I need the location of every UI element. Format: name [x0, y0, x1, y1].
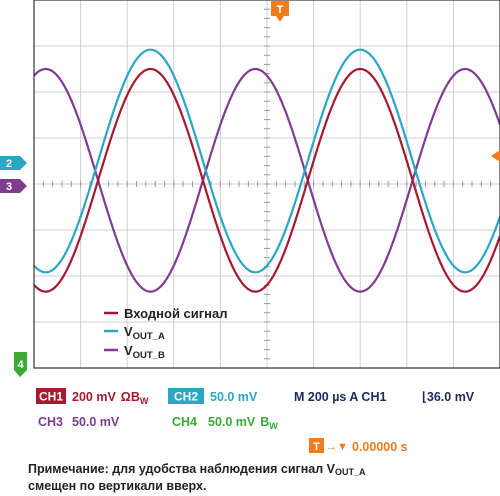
trigger-position-readout: T →▼ 0.00000 s — [309, 438, 408, 454]
trace-input-signal — [33, 67, 500, 293]
ch2-marker-label: 2 — [6, 158, 12, 170]
ch2-badge[interactable] — [168, 388, 204, 404]
ch2-badge-label: CH2 — [174, 390, 198, 404]
footnote: Примечание: для удобства наблюдения сигн… — [28, 462, 493, 493]
ch1-badge[interactable] — [36, 388, 66, 404]
trigger-arrow-icon: →▼ — [326, 441, 348, 453]
trigger-marker-label: T — [277, 4, 284, 16]
trace-vout-b — [33, 67, 500, 293]
readout-row-1: CH1 200 mV ΩBW CH2 50.0 mV M 200 µs A CH1… — [36, 388, 475, 406]
timebase-readout: M 200 µs A CH1 — [294, 390, 386, 404]
graticule-grid — [33, 0, 500, 369]
ch2-reference-marker[interactable]: 2 — [0, 156, 27, 170]
plot-frame — [33, 0, 500, 369]
ch4-scale: 50.0 mV BW — [208, 415, 278, 431]
ch1-badge-label: CH1 — [39, 390, 63, 404]
ch3-label[interactable]: CH3 — [38, 415, 63, 429]
ch1-scale: 200 mV ΩBW — [72, 390, 149, 406]
legend: Входной сигнал VOUT_A VOUT_B — [104, 306, 228, 361]
ch3-scale: 50.0 mV — [72, 415, 120, 429]
ch3-reference-marker[interactable]: 3 — [0, 179, 27, 193]
trigger-level-readout: ⌊36.0 mV — [422, 390, 475, 404]
ch3-marker-label: 3 — [6, 181, 12, 193]
legend-label-input: Входной сигнал — [124, 306, 228, 321]
trigger-position-marker[interactable]: T — [271, 1, 289, 22]
trigger-badge[interactable] — [309, 438, 324, 453]
ch4-label[interactable]: CH4 — [172, 415, 197, 429]
trigger-position-value: 0.00000 s — [352, 440, 408, 454]
waveform-traces — [33, 48, 500, 293]
trace-vout-a — [33, 48, 500, 274]
footnote-line-1: Примечание: для удобства наблюдения сигн… — [28, 462, 366, 477]
footnote-line-2: смещен по вертикали вверх. — [28, 479, 207, 493]
legend-label-vout-b: VOUT_B — [124, 343, 165, 361]
ch4-reference-marker[interactable]: 4 — [14, 352, 27, 377]
trigger-level-marker[interactable] — [491, 150, 500, 162]
trigger-slope-icon: ⌊ — [422, 390, 427, 404]
legend-label-vout-a: VOUT_A — [124, 324, 165, 342]
trigger-badge-label: T — [313, 441, 320, 453]
readout-row-2: CH3 50.0 mV CH4 50.0 mV BW — [38, 415, 278, 431]
ch2-scale: 50.0 mV — [210, 390, 258, 404]
ch4-marker-label: 4 — [17, 359, 24, 371]
